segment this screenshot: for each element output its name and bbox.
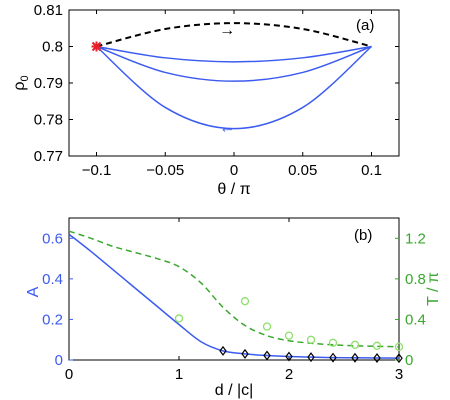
period-T-marker	[262, 322, 272, 331]
panel-b-xtick-label: 2	[285, 366, 293, 383]
panel-b-ytick-label-left: 0.2	[42, 311, 63, 328]
amplitude-A-marker	[373, 352, 381, 363]
panel-a-ytick-label: 0.78	[34, 112, 63, 129]
return-path-curve-2	[96, 45, 372, 82]
panel-b-curves	[68, 230, 404, 364]
panel-a-xtick-label: −0.1	[82, 162, 112, 179]
amplitude-A-marker	[329, 352, 337, 363]
panel-a-label: (a)	[356, 17, 374, 34]
amplitude-A-marker	[263, 350, 271, 361]
panel-a-xtick-label: −0.05	[146, 162, 184, 179]
forward-arrow-annotation: →	[219, 22, 235, 39]
panel-a-ylabel-sub: 0	[19, 75, 31, 81]
panel-b-frame	[68, 217, 400, 361]
panel-b-xtick-label: 0	[65, 366, 73, 383]
panel-b-xtick-label: 1	[175, 366, 183, 383]
panel-a-xlabel: θ / π	[217, 181, 250, 198]
amplitude-A-marker	[351, 352, 359, 363]
panel-a-ytick-label: 0.77	[34, 148, 63, 165]
panel-a-ytick-label: 0.8	[42, 39, 63, 56]
period-T-curve	[68, 230, 400, 348]
panel-a-ylabel-text: ρ0	[11, 75, 31, 90]
panel-b-ytick-label-left: 0	[55, 352, 63, 369]
panel-a-xtick-label: 0.1	[361, 162, 382, 179]
backward-arrow-annotation: ←	[219, 120, 235, 137]
panel-a: −0.1 −0.05 0 0.05 0.1 0.77 0.78 0.79 0.8 0.81 (a)…	[11, 2, 400, 198]
period-T-marker	[306, 335, 316, 344]
start-point-marker	[91, 41, 102, 52]
period-T-marker	[372, 341, 382, 350]
panel-b-label: (b)	[354, 227, 372, 244]
panel-a-xtick-label: 0	[230, 162, 238, 179]
amplitude-A-marker	[219, 345, 227, 356]
return-path-curve-3	[96, 45, 372, 130]
period-T-marker	[328, 338, 338, 347]
panel-b-ticks: 0 1 2 300.20.40.600.40.81.2	[42, 218, 426, 383]
panel-b: 0 1 2 300.20.40.600.40.81.2 (b) d / |c| A T…	[25, 217, 442, 399]
period-T-marker	[394, 342, 404, 351]
amplitude-A-marker	[241, 348, 249, 359]
panel-a-ytick-label: 0.81	[34, 2, 63, 19]
panel-a-ylabel-main: ρ	[11, 82, 28, 91]
amplitude-A-marker	[307, 352, 315, 363]
panel-a-ticks: −0.1 −0.05 0 0.05 0.1 0.77 0.78 0.79 0.8 0.81	[34, 2, 399, 179]
panel-b-ytick-label-right: 0.4	[405, 311, 426, 328]
panel-a-xtick-label: 0.05	[288, 162, 317, 179]
amplitude-A-marker	[395, 353, 403, 364]
panel-b-ylabel-right: T / π	[425, 272, 442, 306]
panel-b-xtick-label: 3	[395, 366, 403, 383]
panel-b-ytick-label-left: 0.6	[42, 230, 63, 247]
amplitude-A-curve	[68, 233, 400, 359]
period-T-marker	[174, 314, 184, 323]
panel-a-ytick-label: 0.79	[34, 75, 63, 92]
panel-b-ytick-label-right: 0.8	[405, 271, 426, 288]
forward-path-curve	[96, 22, 372, 48]
panel-b-xlabel: d / |c|	[215, 382, 254, 399]
panel-b-ytick-label-right: 1.2	[405, 230, 426, 247]
panel-a-ylabel: ρ0	[11, 75, 31, 90]
return-path-curve-1	[96, 45, 372, 63]
period-T-marker	[284, 331, 294, 340]
period-T-marker	[350, 340, 360, 349]
panel-b-ytick-label-right: 0	[405, 352, 413, 369]
amplitude-A-marker	[285, 351, 293, 362]
panel-b-ylabel-left: A	[25, 286, 42, 297]
panel-a-curves	[91, 22, 372, 130]
panel-b-ytick-label-left: 0.4	[42, 271, 63, 288]
period-T-marker	[240, 297, 250, 306]
